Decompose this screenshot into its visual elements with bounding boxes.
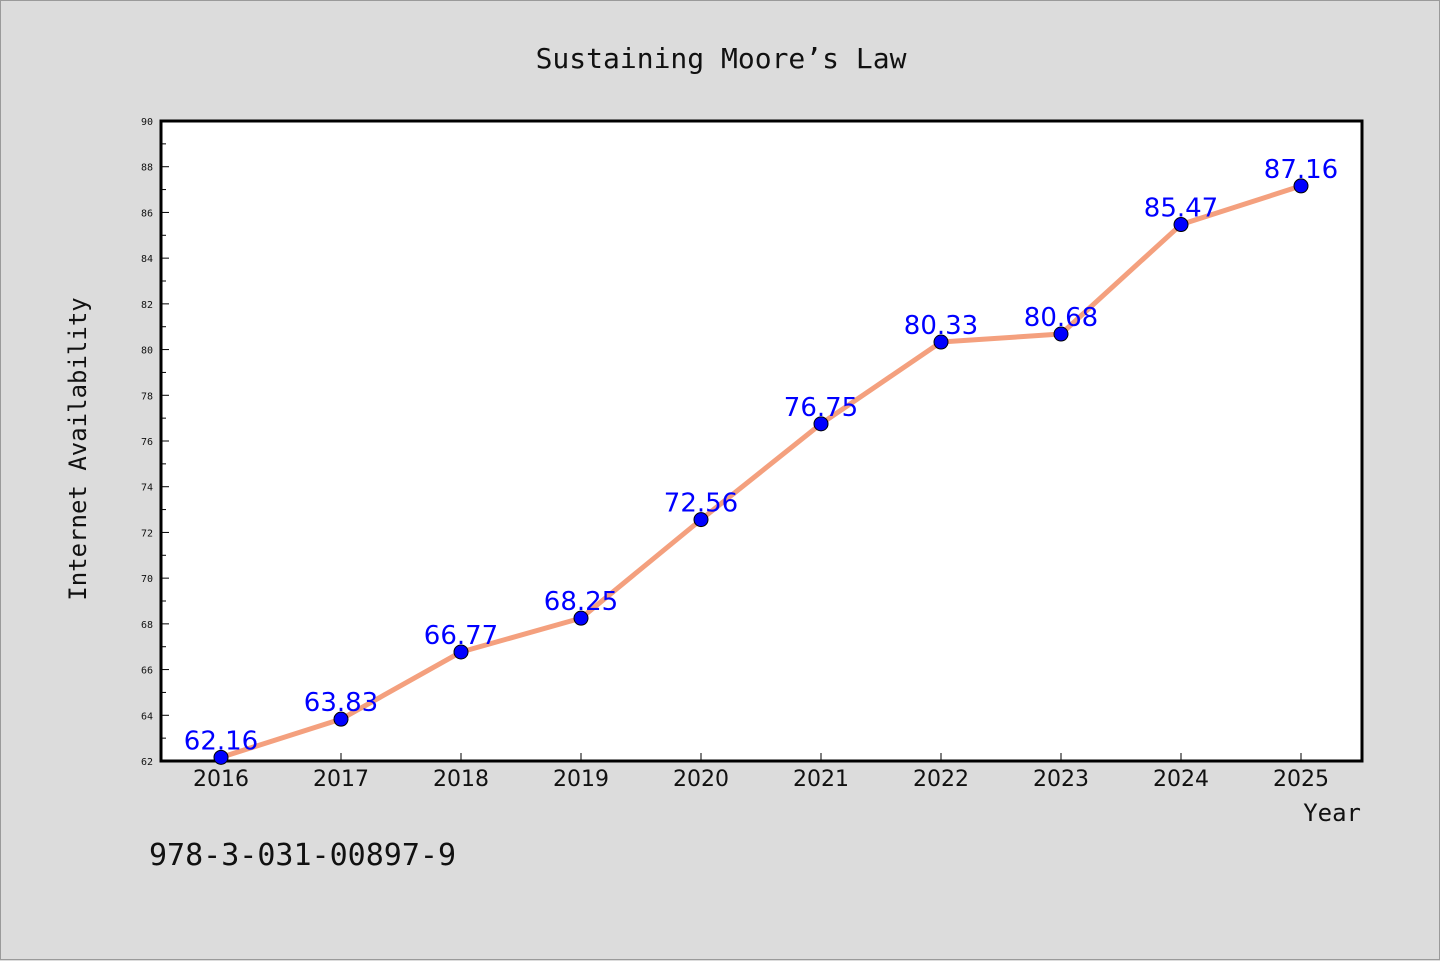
data-point xyxy=(573,610,589,626)
data-point xyxy=(933,334,949,350)
data-label: 87.16 xyxy=(1264,155,1338,185)
x-tick-label: 2021 xyxy=(793,767,849,792)
y-tick-label: 86 xyxy=(141,208,153,219)
x-tick-label: 2023 xyxy=(1033,767,1089,792)
isbn-text: 978-3-031-00897-9 xyxy=(149,838,456,873)
data-label: 63.83 xyxy=(304,688,378,718)
y-tick-label: 66 xyxy=(141,666,153,677)
y-tick-label: 64 xyxy=(141,711,153,722)
x-tick-label: 2016 xyxy=(193,767,249,792)
data-label: 80.33 xyxy=(904,311,978,341)
y-axis-label: Internet Availability xyxy=(64,297,92,600)
data-point xyxy=(1173,217,1189,233)
y-tick-label: 90 xyxy=(141,117,153,128)
data-point xyxy=(333,711,349,727)
y-tick-label: 82 xyxy=(141,300,153,311)
y-tick-label: 84 xyxy=(141,254,153,265)
y-tick-label: 76 xyxy=(141,437,153,448)
x-tick-label: 2024 xyxy=(1153,767,1209,792)
plot-area xyxy=(159,119,1364,763)
data-label: 80.68 xyxy=(1024,303,1098,333)
y-tick-label: 70 xyxy=(141,574,153,585)
y-axis: 62 64 66 68 70 72 74 76 78 80 82 84 86 88 90 xyxy=(141,117,169,768)
x-axis-label: Year xyxy=(1303,799,1361,827)
x-tick-label: 2018 xyxy=(433,767,489,792)
data-point xyxy=(453,644,469,660)
data-point xyxy=(813,416,829,432)
y-tick-label: 88 xyxy=(141,163,153,174)
data-point xyxy=(213,749,229,765)
series-group xyxy=(213,178,1309,765)
data-point xyxy=(693,512,709,528)
y-tick-label: 62 xyxy=(141,757,153,768)
x-tick-label: 2017 xyxy=(313,767,369,792)
data-label: 68.25 xyxy=(544,587,618,617)
x-tick-label: 2025 xyxy=(1273,767,1329,792)
y-tick-label: 78 xyxy=(141,391,153,402)
data-label: 76.75 xyxy=(784,393,858,423)
data-label: 66.77 xyxy=(424,621,498,651)
x-tick-label: 2022 xyxy=(913,767,969,792)
data-label-group: 62.16 63.83 66.77 68.25 72.56 76.75 80.33 80.68… xyxy=(184,155,1338,756)
x-tick-label: 2020 xyxy=(673,767,729,792)
data-point xyxy=(1053,326,1069,342)
data-label: 85.47 xyxy=(1144,194,1218,224)
data-label: 62.16 xyxy=(184,726,258,756)
chart-title: Sustaining Moore’s Law xyxy=(536,42,907,75)
y-tick-label: 80 xyxy=(141,346,153,357)
y-tick-label: 74 xyxy=(141,483,153,494)
data-point xyxy=(1293,178,1309,194)
y-tick-label: 68 xyxy=(141,620,153,631)
data-label: 72.56 xyxy=(664,489,738,519)
x-tick-label: 2019 xyxy=(553,767,609,792)
y-tick-label: 72 xyxy=(141,528,153,539)
series-line xyxy=(218,183,1304,760)
x-axis: 2016 2017 2018 2019 2020 2021 2022 2023 2024 2025 xyxy=(193,753,1329,792)
